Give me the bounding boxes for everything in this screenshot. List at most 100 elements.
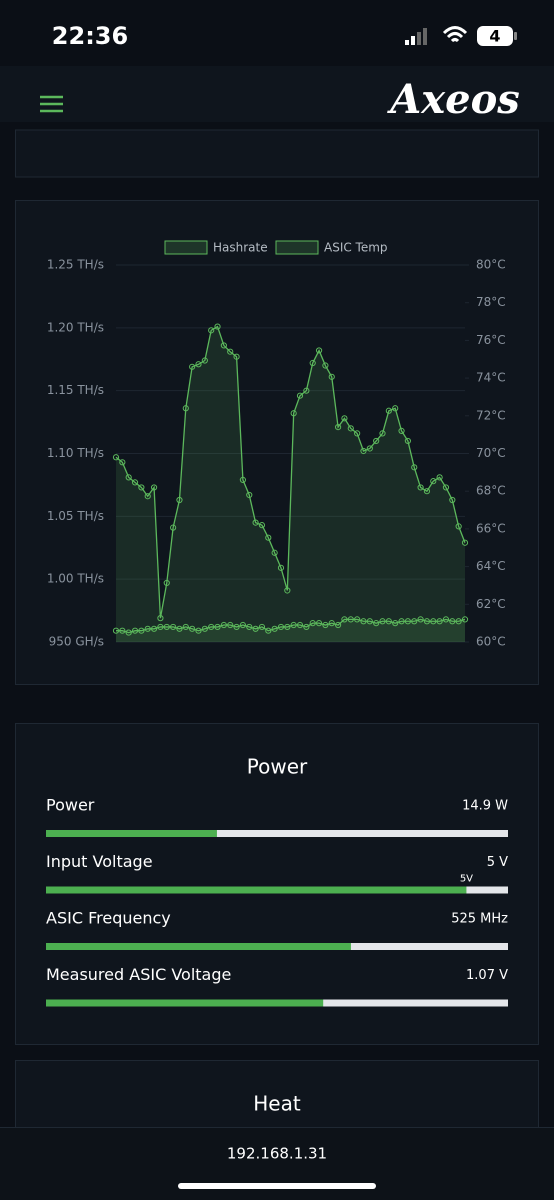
y-tick-label: 1.05 TH/s [47, 509, 104, 523]
wifi-icon [442, 26, 468, 43]
legend-swatch [164, 240, 208, 255]
point [214, 623, 221, 631]
y-tick-label: 950 GH/s [49, 635, 104, 649]
point [411, 618, 418, 625]
metric-label: Measured ASIC Voltage [46, 965, 231, 984]
point [112, 454, 120, 461]
logo: Axeos [386, 76, 520, 123]
point [220, 621, 227, 629]
point [170, 623, 177, 631]
battery-level: 4 [489, 27, 500, 46]
point [423, 488, 431, 495]
point [341, 415, 348, 422]
home-indicator [178, 1183, 376, 1189]
point [233, 623, 240, 631]
point [271, 549, 278, 556]
metric-value: 5 V [487, 855, 508, 870]
series-line [116, 618, 466, 634]
point [347, 616, 354, 623]
point [347, 425, 354, 432]
metric-value: 525 MHz [451, 912, 508, 927]
point [176, 496, 183, 504]
point [436, 474, 443, 481]
point [334, 424, 342, 431]
footer [0, 1127, 554, 1200]
point [303, 387, 310, 394]
y-tick-label: 1.10 TH/s [47, 446, 104, 460]
progress-fill [46, 830, 217, 837]
progress-fill [46, 886, 467, 894]
point [176, 625, 183, 632]
point [246, 623, 253, 631]
point [360, 618, 367, 625]
point [277, 623, 285, 631]
point [423, 618, 431, 625]
point [417, 484, 424, 491]
section-title: Heat [253, 1092, 301, 1116]
point [442, 484, 450, 491]
progress-fill [46, 943, 351, 950]
signal-icon [405, 28, 427, 45]
point [170, 524, 177, 531]
point [150, 625, 158, 632]
series-line [115, 325, 466, 619]
power-card [15, 723, 539, 1045]
point [246, 491, 253, 499]
point [265, 534, 272, 541]
point [309, 359, 316, 367]
point [220, 342, 227, 349]
point [334, 621, 342, 629]
y2-tick-label: 76°C [476, 333, 506, 347]
point [131, 479, 139, 486]
point [252, 519, 259, 526]
legend-swatch [275, 240, 319, 255]
progress-track [46, 830, 508, 837]
point [398, 427, 405, 434]
point [385, 407, 392, 414]
point [157, 615, 164, 622]
chart-card [15, 200, 539, 685]
y2-tick-label: 70°C [476, 446, 506, 460]
chart: 950 GH/s 1.00 TH/s 1.05 TH/s 1.10 TH/s 1.15 … [47, 240, 506, 649]
point [436, 618, 443, 625]
point [385, 618, 392, 625]
point [227, 348, 234, 355]
point [182, 405, 189, 412]
point [208, 327, 215, 334]
point [328, 373, 335, 380]
menu-button[interactable] [40, 95, 63, 113]
point [373, 620, 380, 627]
point [461, 539, 469, 546]
point [354, 430, 361, 437]
point [239, 476, 247, 483]
point [195, 361, 202, 368]
point [322, 362, 329, 369]
point [341, 616, 348, 623]
y2-tick-label: 60°C [476, 635, 506, 649]
point [461, 616, 469, 623]
point [239, 621, 247, 629]
card [15, 129, 539, 178]
point [296, 621, 304, 629]
point [290, 621, 297, 629]
point [214, 323, 221, 330]
metric-label: Input Voltage [46, 852, 153, 871]
status-time: 22:36 [52, 22, 128, 50]
point [182, 623, 189, 631]
point [258, 522, 266, 529]
point [315, 347, 323, 354]
point [309, 620, 316, 627]
metric-label: ASIC Frequency [46, 909, 171, 928]
y2-tick-label: 64°C [476, 559, 506, 573]
point [442, 616, 450, 623]
point [189, 363, 196, 370]
point [163, 579, 170, 587]
point [195, 627, 202, 634]
point [379, 430, 386, 437]
legend-label: ASIC Temp [324, 241, 388, 255]
point [328, 620, 335, 627]
point [366, 618, 373, 625]
point [189, 625, 196, 632]
point [373, 437, 380, 445]
